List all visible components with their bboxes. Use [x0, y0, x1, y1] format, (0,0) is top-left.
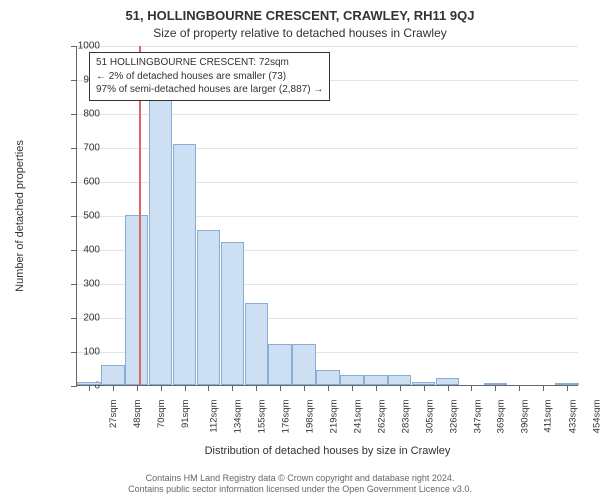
y-tick-label: 700	[72, 143, 100, 154]
x-tick	[400, 385, 401, 391]
x-tick-label: 411sqm	[543, 400, 554, 433]
x-tick	[232, 385, 233, 391]
x-tick	[448, 385, 449, 391]
x-tick-label: 198sqm	[305, 400, 316, 434]
y-tick-label: 800	[72, 109, 100, 120]
x-tick	[208, 385, 209, 391]
histogram-bar	[268, 344, 291, 385]
histogram-bar	[125, 215, 148, 385]
x-tick	[113, 385, 114, 391]
histogram-bar	[173, 144, 196, 385]
x-tick	[328, 385, 329, 391]
histogram-bar	[436, 378, 459, 385]
x-tick	[424, 385, 425, 391]
x-tick	[185, 385, 186, 391]
histogram-bar	[364, 375, 387, 385]
x-tick-label: 48sqm	[132, 400, 143, 429]
histogram-bar	[101, 365, 124, 385]
chart-container: Number of detached properties Distributi…	[48, 46, 578, 426]
x-tick-label: 70sqm	[156, 400, 167, 429]
x-tick	[495, 385, 496, 391]
x-tick	[567, 385, 568, 391]
y-tick-label: 600	[72, 177, 100, 188]
x-tick-label: 283sqm	[400, 400, 411, 434]
chart-title: 51, HOLLINGBOURNE CRESCENT, CRAWLEY, RH1…	[0, 0, 600, 23]
x-tick-label: 112sqm	[208, 400, 219, 433]
histogram-bar	[149, 86, 172, 385]
x-tick	[137, 385, 138, 391]
x-tick	[519, 385, 520, 391]
x-tick-label: 369sqm	[496, 400, 507, 434]
y-tick-label: 200	[72, 313, 100, 324]
histogram-bar	[197, 230, 220, 385]
x-tick-label: 134sqm	[233, 400, 244, 434]
histogram-bar	[316, 370, 339, 385]
plot-area: Distribution of detached houses by size …	[76, 46, 578, 386]
x-tick-label: 262sqm	[376, 400, 387, 434]
x-tick	[280, 385, 281, 391]
x-tick	[256, 385, 257, 391]
histogram-bar	[340, 375, 363, 385]
annotation-line-2: ← 2% of detached houses are smaller (73)	[96, 70, 323, 84]
y-tick-label: 500	[72, 211, 100, 222]
x-tick	[543, 385, 544, 391]
y-tick-label: 400	[72, 245, 100, 256]
x-tick-label: 219sqm	[328, 400, 339, 434]
y-axis-label: Number of detached properties	[14, 140, 26, 292]
x-tick-label: 155sqm	[257, 400, 268, 434]
y-tick-label: 100	[72, 347, 100, 358]
x-tick-label: 326sqm	[448, 400, 459, 434]
x-tick	[376, 385, 377, 391]
x-tick-label: 390sqm	[520, 400, 531, 434]
x-tick-label: 241sqm	[352, 400, 363, 434]
histogram-bar	[221, 242, 244, 385]
y-tick-label: 1000	[72, 41, 100, 52]
histogram-bar	[292, 344, 315, 385]
footer-line-2: Contains public sector information licen…	[0, 484, 600, 496]
x-tick	[352, 385, 353, 391]
y-tick-label: 300	[72, 279, 100, 290]
x-tick-label: 27sqm	[108, 400, 119, 429]
x-tick-label: 305sqm	[424, 400, 435, 434]
annotation-box: 51 HOLLINGBOURNE CRESCENT: 72sqm ← 2% of…	[89, 52, 330, 101]
x-tick	[304, 385, 305, 391]
annotation-line-1: 51 HOLLINGBOURNE CRESCENT: 72sqm	[96, 56, 323, 70]
x-tick-label: 433sqm	[567, 400, 578, 434]
x-tick	[471, 385, 472, 391]
x-tick-label: 347sqm	[472, 400, 483, 434]
annotation-line-3: 97% of semi-detached houses are larger (…	[96, 83, 323, 97]
x-tick-label: 454sqm	[591, 400, 600, 434]
histogram-bar	[388, 375, 411, 385]
x-tick	[161, 385, 162, 391]
x-tick-label: 91sqm	[180, 400, 191, 429]
x-axis-label: Distribution of detached houses by size …	[205, 445, 451, 457]
histogram-bar	[245, 303, 268, 385]
footer-line-1: Contains HM Land Registry data © Crown c…	[0, 473, 600, 485]
x-tick-label: 176sqm	[281, 400, 292, 434]
gridline	[77, 46, 578, 47]
x-tick	[89, 385, 90, 391]
footer-text: Contains HM Land Registry data © Crown c…	[0, 473, 600, 496]
